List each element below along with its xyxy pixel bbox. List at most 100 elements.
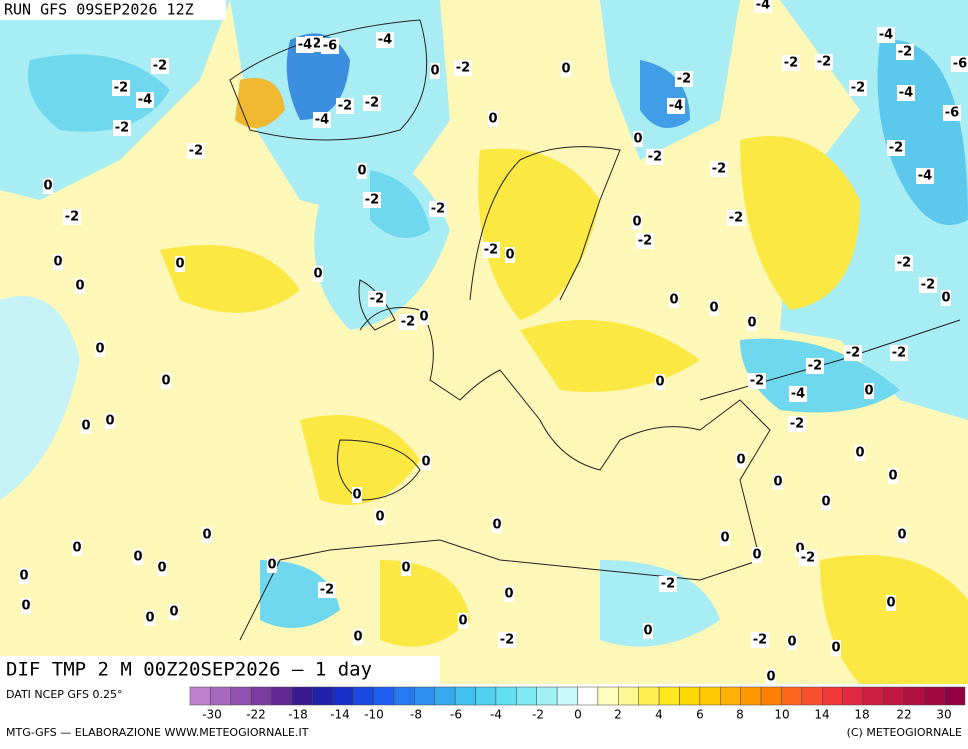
colorbar: -30 -22 -18 -14 -10 -8 -6 -4 -2 0 2 4 6 8 10 14 18 22 30 — [189, 686, 966, 722]
contour-label: 0 — [353, 630, 362, 645]
contour-label: 0 — [766, 670, 775, 685]
label-bg — [766, 669, 776, 685]
colorbar-cell — [760, 686, 782, 706]
colorbar-cell — [516, 686, 537, 706]
contour-label: -2 — [808, 359, 822, 374]
colorbar-tick: 18 — [854, 708, 869, 722]
contour-label: -6 — [323, 39, 337, 54]
contour-label: 0 — [855, 446, 864, 461]
label-bg — [112, 80, 130, 96]
label-bg — [659, 576, 677, 592]
label-bg — [376, 32, 394, 48]
label-bg — [267, 557, 277, 573]
label-bg — [787, 634, 797, 650]
label-bg — [136, 92, 154, 108]
contour-label: -2 — [712, 162, 726, 177]
contour-label: -4 — [378, 33, 392, 48]
contour-label: 0 — [169, 605, 178, 620]
contour-label: -4 — [756, 0, 770, 13]
colorbar-tick: 30 — [936, 708, 951, 722]
label-bg — [53, 254, 63, 270]
contour-label: -2 — [320, 583, 334, 598]
label-bg — [363, 95, 381, 111]
colorbar-cell — [821, 686, 843, 706]
contour-label: 0 — [175, 257, 184, 272]
contour-label: 0 — [401, 561, 410, 576]
contour-label: -2 — [784, 56, 798, 71]
contour-label: 0 — [736, 453, 745, 468]
label-bg — [720, 530, 730, 546]
label-bg — [806, 358, 824, 374]
label-bg — [81, 418, 91, 434]
contour-label: 0 — [133, 550, 142, 565]
label-bg — [736, 452, 746, 468]
label-bg — [747, 315, 757, 331]
contour-label: 0 — [795, 542, 804, 557]
contour-label: -2 — [921, 278, 935, 293]
label-bg — [187, 143, 205, 159]
label-bg — [313, 112, 331, 128]
contour-label: -2 — [189, 144, 203, 159]
label-bg — [63, 209, 81, 225]
label-bg — [795, 541, 805, 557]
label-bg — [151, 58, 169, 74]
colorbar-tick: 22 — [896, 708, 911, 722]
contour-label: 0 — [643, 624, 652, 639]
colorbar-cell — [658, 686, 680, 706]
label-bg — [353, 629, 363, 645]
label-bg — [643, 623, 653, 639]
contour-label: 0 — [313, 267, 322, 282]
contour-label: -2 — [456, 61, 470, 76]
contour-label: 0 — [105, 414, 114, 429]
label-bg — [399, 314, 417, 330]
contour-label: 0 — [202, 528, 211, 543]
label-bg — [357, 163, 367, 179]
label-bg — [646, 149, 664, 165]
contour-label: 0 — [21, 599, 30, 614]
contour-label: -4 — [315, 113, 329, 128]
label-bg — [754, 0, 772, 13]
contour-label: -2 — [65, 210, 79, 225]
contour-label: -2 — [401, 315, 415, 330]
colorbar-cell — [373, 686, 395, 706]
colorbar-tick: -18 — [288, 708, 308, 722]
contour-label: -2 — [365, 193, 379, 208]
label-bg — [632, 214, 642, 230]
contour-label: 0 — [352, 488, 361, 503]
contour-label: 0 — [633, 132, 642, 147]
contour-label: 0 — [941, 291, 950, 306]
colorbar-tick: -2 — [532, 708, 544, 722]
colorbar-cell — [597, 686, 619, 706]
label-bg — [916, 168, 934, 184]
contour-label: 0 — [773, 475, 782, 490]
contour-label: 0 — [897, 528, 906, 543]
contour-label: 0 — [831, 641, 840, 656]
colorbar-tick: -6 — [450, 708, 462, 722]
contour-label: 0 — [419, 310, 428, 325]
footer-right: (C) METEOGIORNALE — [847, 726, 962, 739]
contour-labels: -2 -2 -4 -2 -2 0 -2 0 0 0 0 0 0 0 0 0 -2 -2 -2 -2 0 -2 -6 -4 0 -2… — [19, 0, 968, 685]
contour-label: -6 — [953, 57, 967, 72]
contour-label: -2 — [892, 346, 906, 361]
label-bg — [161, 373, 171, 389]
label-bg — [169, 604, 179, 620]
colorbar-cell — [801, 686, 823, 706]
contour-label: 0 — [561, 62, 570, 77]
label-bg — [951, 56, 968, 72]
label-bg — [296, 37, 314, 53]
colorbar-cell — [781, 686, 803, 706]
contour-label: 0 — [430, 64, 439, 79]
contour-label: 0 — [886, 596, 895, 611]
contour-label: 0 — [720, 531, 729, 546]
colorbar-cell — [556, 686, 578, 706]
contour-label: -2 — [661, 577, 675, 592]
label-bg — [375, 509, 385, 525]
contour-label: 0 — [864, 384, 873, 399]
contour-label: 0 — [421, 455, 430, 470]
contour-label: 0 — [95, 342, 104, 357]
label-bg — [145, 610, 155, 626]
colorbar-cell — [944, 686, 966, 706]
colorbar-tick: -4 — [490, 708, 502, 722]
label-bg — [886, 595, 896, 611]
contour-label: -4 — [899, 86, 913, 101]
